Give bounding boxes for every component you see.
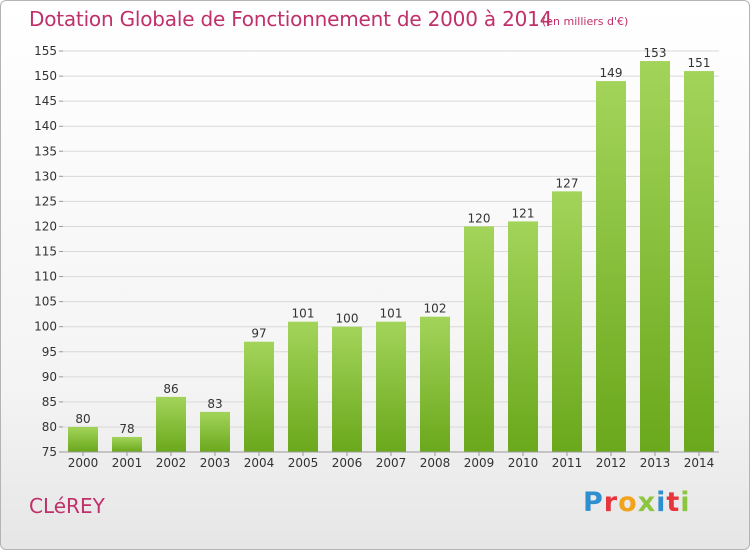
y-tick-label: 90 — [42, 370, 57, 384]
y-tick-label: 155 — [34, 44, 57, 58]
x-tick-label: 2008 — [420, 456, 451, 470]
bar-2009 — [464, 226, 494, 452]
y-tick-label: 85 — [42, 395, 57, 409]
bar-2004 — [244, 341, 274, 452]
x-tick-label: 2003 — [200, 456, 231, 470]
bar-2014 — [684, 71, 714, 453]
data-label: 121 — [512, 206, 535, 220]
x-tick-label: 2005 — [288, 456, 319, 470]
y-tick-label: 95 — [42, 345, 57, 359]
x-tick-label: 2012 — [596, 456, 627, 470]
bars — [68, 61, 714, 453]
y-tick-label: 125 — [34, 194, 57, 208]
x-tick-label: 2004 — [244, 456, 275, 470]
y-tick-label: 80 — [42, 420, 57, 434]
y-tick-label: 100 — [34, 320, 57, 334]
data-label: 153 — [644, 46, 667, 60]
data-label: 80 — [75, 412, 90, 426]
bar-2006 — [332, 326, 362, 452]
data-label: 100 — [336, 312, 359, 326]
bar-2001 — [112, 436, 142, 452]
x-tick-label: 2011 — [552, 456, 583, 470]
x-tick-label: 2013 — [640, 456, 671, 470]
x-tick-label: 2007 — [376, 456, 407, 470]
y-tick-label: 110 — [34, 270, 57, 284]
logo-letter: x — [637, 487, 657, 518]
logo-letter: o — [618, 487, 638, 518]
chart-subtitle: (en milliers d'€) — [542, 15, 629, 28]
x-tick-label: 2006 — [332, 456, 363, 470]
x-tick-label: 2009 — [464, 456, 495, 470]
x-axis-ticks: 2000 2001 2002 2003 2004 2005 2006 2007 2008 2009… — [68, 452, 715, 470]
logo-letter: i — [680, 487, 691, 518]
bar-2008 — [420, 316, 450, 452]
logo-letter: r — [603, 487, 619, 518]
data-label: 102 — [424, 302, 447, 316]
data-label: 83 — [207, 397, 222, 411]
data-label: 151 — [688, 56, 711, 70]
data-label: 78 — [119, 422, 134, 436]
data-label: 101 — [380, 307, 403, 321]
data-label: 101 — [292, 307, 315, 321]
x-tick-label: 2010 — [508, 456, 539, 470]
data-label: 120 — [468, 211, 491, 225]
data-label: 86 — [163, 382, 178, 396]
commune-name: CLéREY — [29, 494, 105, 518]
y-tick-label: 130 — [34, 169, 57, 183]
y-axis-ticks: 75 80 85 90 95 100 105 110 115 120 125 130 135 140 145… — [34, 44, 63, 459]
x-tick-label: 2001 — [112, 456, 143, 470]
bar-2000 — [68, 426, 98, 452]
data-label: 97 — [251, 327, 266, 341]
y-tick-label: 145 — [34, 94, 57, 108]
bar-2013 — [640, 61, 670, 453]
bar-2003 — [200, 411, 230, 452]
logo-letter: P — [583, 487, 604, 518]
x-tick-label: 2000 — [68, 456, 99, 470]
bar-2007 — [376, 321, 406, 452]
data-label: 149 — [600, 66, 623, 80]
x-tick-label: 2002 — [156, 456, 187, 470]
y-tick-label: 150 — [34, 69, 57, 83]
proxiti-logo: Proxiti — [583, 487, 691, 518]
y-tick-label: 75 — [42, 445, 57, 459]
x-tick-label: 2014 — [684, 456, 715, 470]
bar-2011 — [552, 191, 582, 452]
data-label: 127 — [556, 176, 579, 190]
y-tick-label: 135 — [34, 144, 57, 158]
chart-title: Dotation Globale de Fonctionnement de 20… — [29, 7, 553, 31]
bar-2002 — [156, 396, 186, 452]
data-labels: 80 78 86 83 97 101 100 101 102 120 121 127 149 153 151 — [75, 46, 710, 436]
y-tick-label: 105 — [34, 295, 57, 309]
logo-letter: t — [666, 487, 681, 518]
y-tick-label: 120 — [34, 219, 57, 233]
y-tick-label: 140 — [34, 119, 57, 133]
y-tick-label: 115 — [34, 245, 57, 259]
bar-2012 — [596, 81, 626, 452]
bar-2005 — [288, 321, 318, 452]
logo-letter: i — [656, 487, 667, 518]
bar-2010 — [508, 221, 538, 452]
